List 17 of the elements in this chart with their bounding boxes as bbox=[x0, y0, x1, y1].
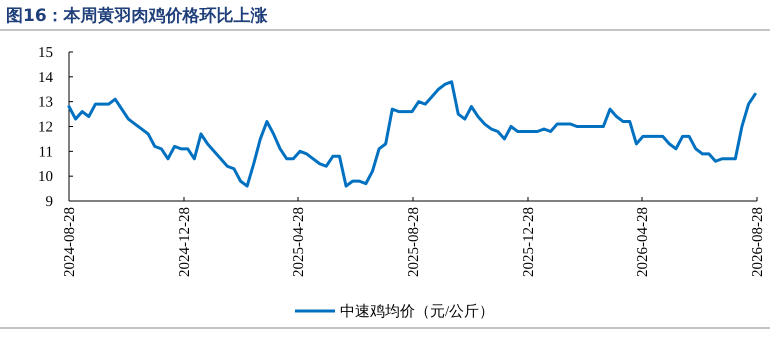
line-series bbox=[68, 80, 757, 188]
x-tick-label: 2024-08-28 bbox=[62, 207, 78, 277]
legend-label: 中速鸡均价（元/公斤） bbox=[340, 303, 494, 320]
x-tick-label: 2025-04-28 bbox=[291, 207, 308, 277]
y-tick-label: 12 bbox=[38, 120, 53, 136]
y-tick-label: 14 bbox=[38, 70, 54, 86]
y-tick-label: 11 bbox=[38, 144, 53, 160]
y-tick-label: 9 bbox=[46, 194, 53, 210]
y-tick-label: 10 bbox=[38, 169, 53, 186]
x-tick-label: 2024-12-28 bbox=[176, 207, 193, 277]
x-tick-label: 2026-08-28 bbox=[750, 207, 766, 277]
y-tick-label: 13 bbox=[38, 94, 53, 111]
y-tick-label: 15 bbox=[38, 45, 53, 61]
x-tick-label: 2025-12-28 bbox=[520, 207, 537, 277]
x-tick-label: 2025-08-28 bbox=[406, 207, 422, 277]
chart-title: 图16：本周黄羽肉鸡价格环比上涨 bbox=[6, 6, 269, 26]
x-tick-label: 2026-04-28 bbox=[635, 207, 652, 277]
